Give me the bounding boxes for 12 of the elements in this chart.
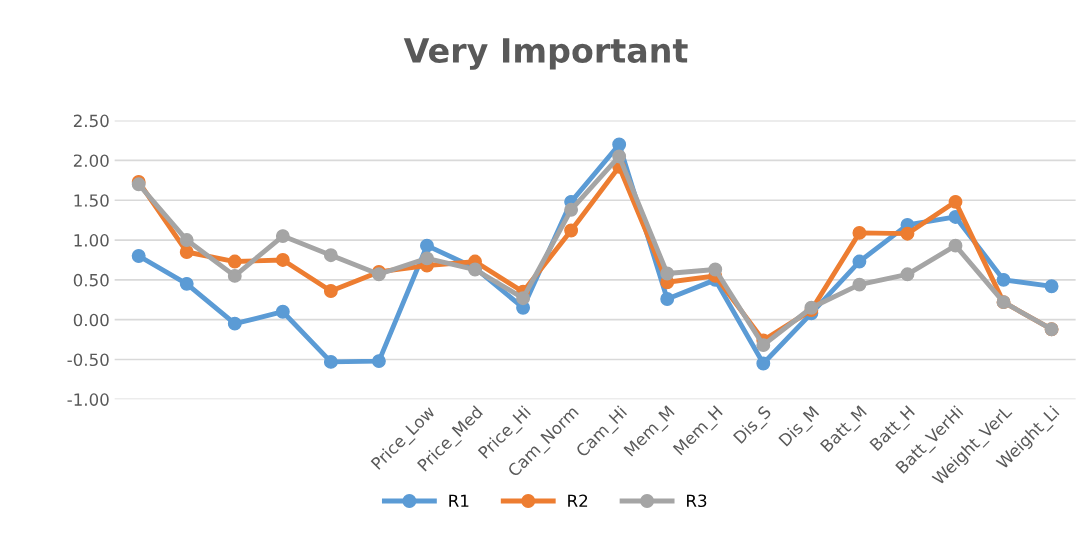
legend-label: R2 <box>568 494 588 507</box>
y-tick-label: 2.00 <box>73 154 109 167</box>
y-tick-label: -0.50 <box>67 353 109 367</box>
legend-label: R1 <box>449 494 469 507</box>
y-tick-label: 2.50 <box>73 114 109 128</box>
y-tick-label: 0.50 <box>73 273 109 287</box>
legend-label: R3 <box>687 494 707 508</box>
y-tick-label: 1.50 <box>74 194 109 207</box>
y-tick-label: 0.00 <box>73 313 109 327</box>
y-tick-label: 1.00 <box>74 234 109 247</box>
y-tick-label: -1.00 <box>67 393 109 406</box>
chart-title: Very Important <box>403 38 688 70</box>
